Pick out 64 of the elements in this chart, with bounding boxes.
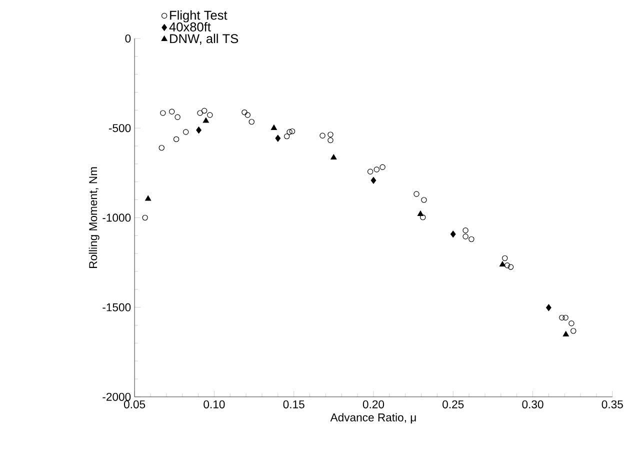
point <box>183 129 189 135</box>
point <box>197 110 203 116</box>
legend-label: DNW, all TS <box>170 34 238 45</box>
point <box>275 134 281 142</box>
point <box>462 227 468 234</box>
point <box>284 133 290 140</box>
point <box>173 136 180 142</box>
x-tick-label: 0.10 <box>204 400 225 408</box>
point <box>367 168 374 174</box>
point <box>207 112 213 118</box>
x-tick-label: 0.05 <box>124 400 146 408</box>
point <box>286 129 292 135</box>
point <box>380 164 386 170</box>
point <box>568 320 574 326</box>
y-tick-label: -2000 <box>102 392 131 401</box>
point <box>242 109 248 116</box>
point <box>320 132 326 138</box>
point <box>328 132 334 138</box>
x-tick-label: 0.20 <box>362 400 384 408</box>
x-tick-label: 0.30 <box>522 400 544 408</box>
point <box>421 197 427 203</box>
point <box>414 191 420 197</box>
point <box>174 114 180 120</box>
point <box>142 214 148 220</box>
point <box>158 144 164 151</box>
point <box>201 108 208 114</box>
x-tick-label: 0.35 <box>602 400 623 408</box>
point <box>559 314 565 320</box>
legend-label: 40x80ft <box>169 22 211 32</box>
point <box>248 118 254 125</box>
point <box>160 110 166 116</box>
point <box>420 214 426 220</box>
legend-label: Flight Test <box>170 10 228 22</box>
point <box>374 166 380 172</box>
y-tick-label: 0 <box>125 34 131 42</box>
point <box>546 304 552 312</box>
point <box>468 236 474 242</box>
point <box>462 234 468 240</box>
point <box>370 176 376 184</box>
point <box>502 255 508 261</box>
point <box>499 261 506 266</box>
point <box>168 108 175 114</box>
point <box>562 331 569 336</box>
x-tick-label: 0.15 <box>283 400 304 408</box>
x-axis-title: Advance Ratio, μ <box>330 413 416 424</box>
point <box>570 328 576 334</box>
point <box>244 112 251 118</box>
point <box>145 195 152 201</box>
y-tick-label: -1000 <box>102 214 131 222</box>
point <box>289 128 296 134</box>
point <box>450 230 456 238</box>
point <box>504 262 510 268</box>
point <box>196 126 202 134</box>
point <box>328 137 334 144</box>
y-tick-label: -500 <box>108 124 131 132</box>
point <box>202 117 209 123</box>
y-axis-title: Rolling Moment, Nm <box>88 167 100 268</box>
point <box>562 314 568 320</box>
point <box>330 154 337 160</box>
point <box>417 210 424 216</box>
y-tick-label: -1500 <box>102 303 131 312</box>
point <box>508 264 514 270</box>
point <box>270 124 277 130</box>
x-tick-label: 0.25 <box>442 400 464 408</box>
